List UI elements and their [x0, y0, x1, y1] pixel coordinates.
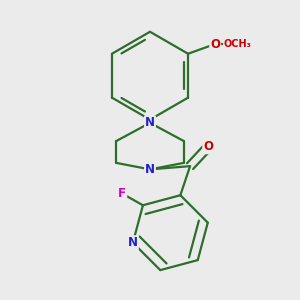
- Text: N: N: [145, 163, 155, 176]
- Text: F: F: [118, 187, 126, 200]
- Text: O: O: [210, 38, 220, 50]
- Text: N: N: [145, 116, 155, 129]
- Text: N: N: [128, 236, 138, 249]
- Text: OCH₃: OCH₃: [224, 39, 252, 49]
- Text: O: O: [203, 140, 213, 153]
